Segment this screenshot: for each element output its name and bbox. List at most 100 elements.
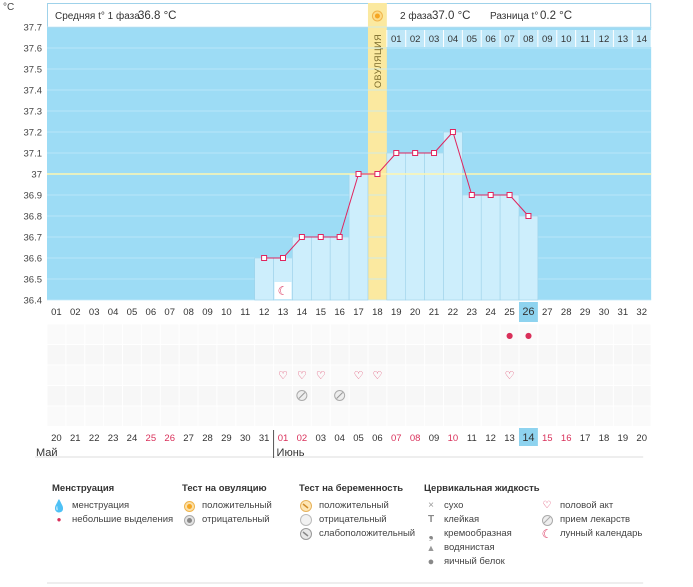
legend-item-ov-negative: отрицательный — [202, 514, 270, 525]
legend-menstruation: Менструация 💧 менструация ● небольшие выде… — [52, 482, 174, 527]
cycle-day-label: 07 — [164, 307, 175, 318]
diff-value: 0.2 °C — [540, 10, 572, 22]
phase2-value: 37.0 °C — [432, 10, 470, 22]
heart-icon: ♡ — [297, 369, 307, 382]
month-label-may: Май — [36, 447, 58, 459]
calendar-date-label: 02 — [297, 433, 308, 444]
marker-cell — [198, 365, 217, 385]
marker-cell — [198, 386, 217, 406]
cycle-day-label: 06 — [146, 307, 157, 318]
cycle-day-label: 14 — [297, 307, 308, 318]
luteal-day-label: 10 — [561, 34, 572, 45]
marker-cell — [595, 406, 613, 426]
cycle-day-label: 01 — [51, 307, 62, 318]
temp-point — [431, 150, 438, 156]
marker-cell — [217, 345, 236, 365]
cycle-day-label: 32 — [636, 307, 647, 318]
y-tick-label: 37 — [31, 170, 42, 181]
calendar-date-label: 15 — [542, 433, 553, 444]
marker-cell — [538, 386, 557, 406]
marker-cell — [613, 386, 632, 406]
temp-point — [280, 255, 286, 261]
legend-cervical-title: Цервикальная жидкость — [424, 483, 540, 494]
marker-cell — [538, 324, 557, 344]
pregnancy-positive-icon — [299, 499, 313, 513]
legend-menstruation-title: Менструация — [52, 483, 115, 494]
marker-cell — [613, 345, 632, 365]
luteal-day-label: 08 — [523, 34, 534, 45]
marker-cell — [519, 386, 538, 406]
marker-cell — [217, 386, 236, 406]
marker-cell — [47, 406, 66, 426]
calendar-date-label: 05 — [353, 433, 364, 444]
egg-white-icon: ● — [427, 556, 435, 568]
legend-pregnancy-test-title: Тест на беременность — [299, 483, 404, 494]
discharge-icon: ● — [506, 331, 513, 340]
marker-cell — [576, 365, 595, 385]
cycle-day-label: 16 — [334, 307, 345, 318]
temp-bar — [405, 152, 425, 301]
marker-cell — [141, 365, 160, 385]
header-box — [47, 3, 652, 28]
marker-cell — [500, 324, 519, 344]
marker-cell — [141, 345, 160, 365]
luteal-day-label: 11 — [580, 34, 590, 45]
heart-icon: ♡ — [354, 369, 364, 382]
marker-cell — [500, 365, 519, 385]
marker-cell — [217, 406, 236, 426]
temp-point — [355, 171, 362, 177]
calendar-date-label: 18 — [599, 433, 610, 444]
marker-cell — [500, 345, 519, 365]
calendar-date-label: 11 — [467, 433, 477, 444]
legend-item-watery: водянистая — [444, 542, 495, 553]
luteal-day-label: 14 — [636, 34, 647, 45]
temp-bar — [329, 236, 350, 301]
marker-cell — [47, 365, 66, 385]
calendar-date-label: 07 — [391, 433, 402, 444]
calendar-date-label: 20 — [636, 433, 647, 444]
marker-cell — [141, 324, 160, 344]
legend-item-spotting: небольшие выделения — [72, 514, 174, 525]
marker-cell — [519, 324, 538, 344]
marker-cell — [123, 406, 141, 426]
temp-bar — [348, 173, 369, 301]
marker-cell — [160, 365, 179, 385]
creamy-icon: ❟ — [428, 526, 434, 541]
heart-icon: ♡ — [505, 369, 515, 382]
marker-cell — [557, 324, 576, 344]
luteal-day-label: 02 — [410, 34, 421, 45]
marker-cell — [160, 386, 179, 406]
temp-bar — [443, 131, 463, 301]
marker-cell — [141, 406, 160, 426]
marker-cell — [406, 324, 425, 344]
marker-cell — [368, 345, 387, 365]
marker-cell — [311, 345, 330, 365]
marker-cell — [576, 406, 595, 426]
temp-line-segment — [452, 131, 473, 196]
marker-cell — [500, 406, 519, 426]
marker-cell — [387, 365, 406, 385]
marker-cell — [576, 324, 595, 344]
pill-icon — [540, 513, 554, 527]
calendar-date-label: 04 — [334, 433, 345, 444]
marker-cell — [85, 324, 104, 344]
marker-cell — [632, 406, 651, 426]
marker-cell — [292, 406, 311, 426]
marker-cell — [576, 345, 595, 365]
calendar-date-label: 14 — [522, 432, 534, 444]
calendar-date-label: 16 — [561, 433, 572, 444]
marker-cell — [217, 365, 236, 385]
cycle-day-label: 08 — [183, 307, 194, 318]
y-tick-label: 36.5 — [24, 275, 43, 286]
marker-cell — [311, 406, 330, 426]
calendar-date-label: 28 — [202, 433, 213, 444]
cycle-day-label: 03 — [89, 307, 100, 318]
marker-cell — [255, 386, 274, 406]
marker-cell — [160, 345, 179, 365]
marker-cell — [255, 324, 274, 344]
cycle-day-label: 31 — [618, 307, 629, 318]
cycle-day-label: 30 — [599, 307, 610, 318]
ovulation-label: ОВУЛЯЦИЯ — [373, 34, 383, 88]
calendar-date-label: 25 — [146, 433, 157, 444]
pregnancy-test-icon-stroke — [336, 392, 343, 399]
